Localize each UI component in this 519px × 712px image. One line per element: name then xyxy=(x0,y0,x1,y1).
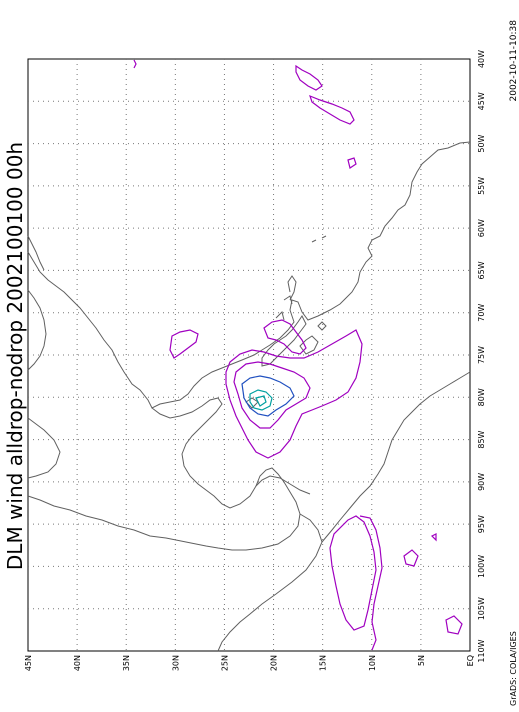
lon-label: 90W xyxy=(477,473,486,491)
lon-label: 75W xyxy=(477,346,486,364)
contour-bottom-small-1 xyxy=(403,549,419,567)
coastline-hispaniola xyxy=(299,335,319,355)
coastline-california xyxy=(27,235,45,271)
lon-label: 85W xyxy=(477,430,486,448)
lon-label: 65W xyxy=(477,261,486,279)
lon-label: 100W xyxy=(477,555,486,578)
contour-top-right-2 xyxy=(309,94,355,125)
contour-inner-blue xyxy=(241,375,295,417)
latitude-labels: 45N 40N 35N 30N 25N 20N 15N 10N 5N EQ xyxy=(24,655,475,671)
contour-left-lobe xyxy=(169,329,199,359)
contour-core-cyan-2 xyxy=(255,395,267,407)
coastline-bermuda xyxy=(311,235,327,243)
graticule-grid xyxy=(28,59,470,651)
contour-small-1 xyxy=(347,157,357,169)
lat-label: 25N xyxy=(220,655,229,671)
lon-label: 55W xyxy=(477,177,486,195)
timestamp: 2002-10-11-10:38 xyxy=(509,20,519,102)
lon-label: 40W xyxy=(477,50,486,68)
contour-top-left xyxy=(133,59,137,69)
coastline-puerto-rico xyxy=(317,321,327,331)
coastline-yucatan-north xyxy=(255,475,311,495)
lat-label: 20N xyxy=(270,655,279,671)
contour-upper-center xyxy=(263,319,307,355)
plot-title: DLM wind alldrop-nodrop 2002100100 00h xyxy=(3,142,27,570)
coastline-south-america xyxy=(321,371,471,543)
contour-bottom-right-1 xyxy=(329,515,377,631)
lon-label: 70W xyxy=(477,304,486,322)
coastlines xyxy=(27,141,471,652)
lat-label: 40N xyxy=(73,655,82,671)
contour-core-cyan xyxy=(249,389,273,411)
contour-mid-storm xyxy=(233,361,311,429)
coastline-florida xyxy=(287,275,297,301)
lon-label: 80W xyxy=(477,388,486,406)
contour-bottom-small-2 xyxy=(445,615,463,635)
lat-label: 45N xyxy=(24,655,33,671)
lon-label: 95W xyxy=(477,515,486,533)
coastline-bahamas xyxy=(275,295,293,321)
lon-label: 60W xyxy=(477,219,486,237)
contour-bottom-right-2 xyxy=(359,515,383,651)
coastline-central-america xyxy=(217,513,323,652)
coastline-yucatan-mexico xyxy=(27,397,301,551)
coastline-baja xyxy=(27,289,47,371)
coastline-pacific-mexico xyxy=(27,417,61,479)
lat-label: 30N xyxy=(171,655,180,671)
lon-label: 45W xyxy=(477,92,486,110)
contours xyxy=(133,59,463,651)
contour-top-right-1 xyxy=(295,64,323,91)
lat-label: 15N xyxy=(319,655,328,671)
lon-label: 110W xyxy=(477,639,486,662)
lon-label: 50W xyxy=(477,134,486,152)
longitude-labels: 40W 45W 50W 55W 60W 65W 70W 75W 80W 85W 90W 95W 100W… xyxy=(477,50,486,663)
lon-label: 105W xyxy=(477,597,486,620)
lat-label: 5N xyxy=(417,655,426,666)
credit-text: GrADS: COLA/IGES xyxy=(509,631,518,706)
contour-outer-storm xyxy=(225,329,363,459)
lat-label: EQ xyxy=(466,655,475,666)
lat-label: 10N xyxy=(368,655,377,671)
contour-bottom-small-3 xyxy=(430,533,437,542)
lat-label: 35N xyxy=(122,655,131,671)
coastline-north-america-gulf xyxy=(27,141,471,409)
